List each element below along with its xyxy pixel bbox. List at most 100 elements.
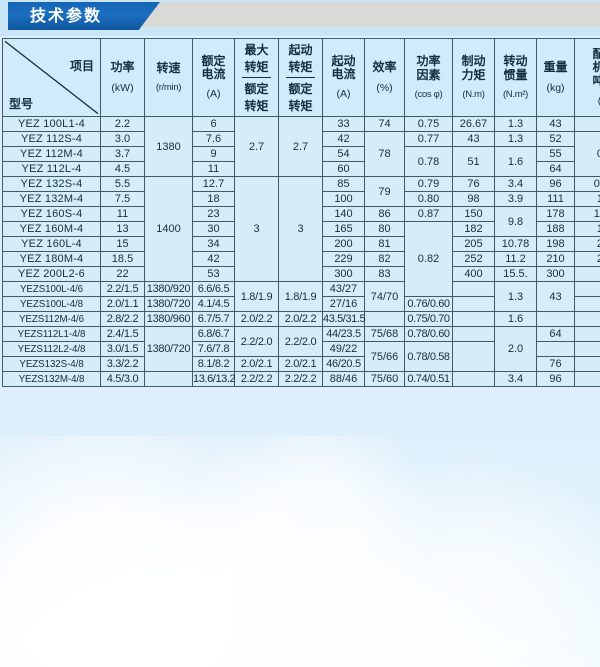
cell-tonnage: 1.0: [574, 191, 600, 207]
cell-weight: 96: [536, 176, 575, 192]
cell-speed: 1380/960: [144, 311, 193, 327]
cell-speed: 1400: [144, 176, 193, 282]
cell-weight: 55: [536, 146, 575, 162]
banner-gray-strip: [140, 2, 600, 27]
header-efficiency-unit: (%): [376, 81, 393, 94]
cell-tonnage: [574, 311, 600, 327]
cell-braking-torque: 205: [452, 236, 495, 252]
cell-braking-torque: [452, 341, 495, 372]
cell-inertia: 15.5.: [494, 266, 537, 282]
cell-inertia: 1.3: [494, 116, 537, 132]
header-power-factor-unit: (cos φ): [414, 88, 443, 100]
header-speed-label: 转速: [156, 60, 181, 75]
header-weight-unit: (kg): [546, 81, 565, 94]
cell-model: YEZS100L-4/6: [2, 281, 101, 297]
cell-inertia: 10.78: [494, 236, 537, 252]
cell-starting-current: 100: [322, 191, 365, 207]
cell-starting-current: 140: [322, 206, 365, 222]
cell-starting-current: 44/23.5: [322, 326, 365, 342]
cell-weight: 198: [536, 236, 575, 252]
cell-efficiency: 75/66: [364, 341, 405, 372]
cell-max-torque-ratio: 2.7: [234, 116, 279, 177]
header-speed-unit: (r/min): [155, 82, 182, 94]
cell-rated-current: 53: [192, 266, 235, 282]
cell-rated-current: 23: [192, 206, 235, 222]
cell-braking-torque: 182: [452, 221, 495, 237]
cell-braking-torque: [452, 311, 495, 327]
cell-rated-current: 11: [192, 161, 235, 177]
corner-item-label: 项目: [69, 59, 94, 73]
cell-power: 2.4/1.5: [100, 326, 145, 342]
cell-start-torque-ratio: 2.2/2.0: [278, 326, 323, 357]
cell-rated-current: 7.6: [192, 131, 235, 147]
cell-efficiency: 78: [364, 131, 405, 177]
header-max-torque-ratio: 最大 转矩 额定 转矩: [234, 38, 279, 117]
cell-inertia: 3.9: [494, 191, 537, 207]
cell-inertia: 1.3: [494, 131, 537, 147]
cell-power: 22: [100, 266, 145, 282]
cell-weight: 111: [536, 191, 575, 207]
cell-tonnage: [574, 326, 600, 342]
cell-start-torque-ratio: 2.0/2.1: [278, 356, 323, 372]
cell-power: 2.0/1.1: [100, 296, 145, 312]
cell-power: 3.0: [100, 131, 145, 147]
cell-power: 13: [100, 221, 145, 237]
table-row: YEZS100L-4/6 2.2/1.5 1380/920 6.6/6.5 1.8/1.…: [2, 281, 600, 312]
cell-starting-current: 54: [322, 146, 365, 162]
cell-model: YEZS112M-4/6: [2, 311, 101, 327]
header-start-torque-ratio: 起动 转矩 额定 转矩: [278, 38, 323, 117]
cell-start-torque-ratio: 2.2/2.2: [278, 371, 323, 387]
cell-model: YEZ 112S-4: [2, 131, 101, 147]
cell-power-factor: 0.75/0.70: [404, 311, 453, 327]
cell-power: 2.2/1.5: [100, 281, 145, 297]
table-row: YEZS100L-4/8 2.0/1.1 1380/720 4.1/4.5 27/16 0…: [2, 296, 600, 312]
cell-efficiency: 75/68: [364, 326, 405, 342]
technical-parameters-table: 项目 型号 功率 (kW) 转速 (r/min) 额定 电流 (A): [2, 38, 600, 387]
cell-braking-torque: 51: [452, 146, 495, 177]
cell-starting-current: 42: [322, 131, 365, 147]
cell-tonnage: [574, 371, 600, 387]
cell-model: YEZ 160M-4: [2, 221, 101, 237]
cell-inertia: 11.2: [494, 251, 537, 267]
corner-header-cell: 项目 型号: [2, 38, 101, 117]
cell-efficiency: 83: [364, 266, 405, 282]
cell-max-torque-ratio: 2.2/2.0: [234, 326, 279, 357]
cell-model: YEZ 112L-4: [2, 161, 101, 177]
cell-power-factor: 0.87: [404, 206, 453, 222]
diagonal-divider-icon: [4, 40, 99, 115]
cell-starting-current: 49/22: [322, 341, 365, 357]
cell-tonnage: [574, 116, 600, 132]
cell-efficiency: 81: [364, 236, 405, 252]
table-header: 项目 型号 功率 (kW) 转速 (r/min) 额定 电流 (A): [2, 38, 600, 117]
header-braking-torque: 制动 力矩 (N.m): [452, 38, 495, 117]
cell-starting-current: 43/27: [322, 281, 365, 297]
cell-inertia: 3.4: [494, 371, 537, 387]
cell-braking-torque: 252: [452, 251, 495, 267]
cell-power: 3.7: [100, 146, 145, 162]
cell-model: YEZ 100L1-4: [2, 116, 101, 132]
cell-tonnage: [574, 296, 600, 312]
header-starting-current-label: 起动 电流: [331, 53, 356, 81]
cell-start-torque-ratio: 3: [278, 176, 323, 282]
cell-power: 18.5: [100, 251, 145, 267]
cell-starting-current: 200: [322, 236, 365, 252]
cell-power: 3.3/2.2: [100, 356, 145, 372]
cell-braking-torque: 98: [452, 191, 495, 207]
table-row: YEZS112M-4/6 2.8/2.2 1380/960 6.7/5.7 2.0/2.…: [2, 311, 600, 327]
cell-inertia: 1.6: [494, 311, 537, 327]
cell-weight: [536, 341, 575, 357]
table-row: YEZ 132S-45.5140012.73385790.79763.4960.…: [2, 176, 600, 282]
cell-rated-current: 18: [192, 191, 235, 207]
header-max-torque-numerator: 最大 转矩: [242, 41, 271, 78]
cell-weight: 178: [536, 206, 575, 222]
corner-model-label: 型号: [9, 97, 34, 111]
cell-max-torque-ratio: 2.2/2.2: [234, 371, 279, 387]
cell-weight: 43: [536, 281, 575, 312]
cell-power: 2.8/2.2: [100, 311, 145, 327]
cell-speed: [144, 371, 193, 387]
header-rated-current: 额定 电流 (A): [192, 38, 235, 117]
cell-power-factor: 0.79: [404, 176, 453, 192]
cell-power: 7.5: [100, 191, 145, 207]
cell-power: 2.2: [100, 116, 145, 132]
